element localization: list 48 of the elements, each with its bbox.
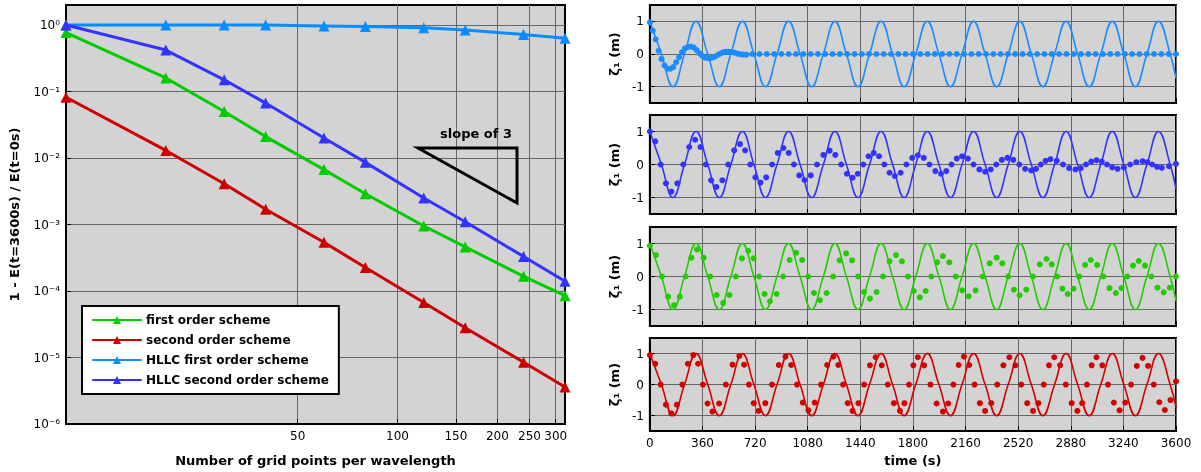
y-tick-label: 1 (636, 236, 644, 251)
x-tick-label: 720 (743, 436, 767, 451)
x-tick-label: 1440 (845, 436, 876, 451)
x-tick-label: 2160 (950, 436, 981, 451)
y-tick-label: 10⁻⁶ (33, 417, 61, 431)
y-tick-label: 10⁰ (39, 18, 61, 33)
x-tick-label: 50 (290, 429, 306, 443)
x-axis-title: Number of grid points per wavelength (175, 453, 456, 468)
x-tick-label: 2880 (1055, 436, 1087, 451)
x-tick-label: 200 (485, 429, 509, 443)
y-tick-label: 10⁻² (33, 151, 61, 166)
y-tick-label: -1 (631, 190, 644, 205)
x-tick-label: 0 (646, 436, 654, 451)
y-axis-title: 1 - E(t=3600s) / E(t=0s) (7, 127, 22, 302)
x-tick-label: 250 (518, 429, 541, 443)
legend-label: first order scheme (146, 313, 271, 327)
x-tick-label: 1800 (897, 436, 929, 451)
x-axis-title: time (s) (884, 453, 942, 468)
x-tick-label: 3240 (1108, 436, 1139, 451)
y-tick-label: 10⁻¹ (33, 84, 61, 99)
legend-label: HLLC second order scheme (146, 373, 329, 387)
annotation: slope of 3 (440, 125, 512, 141)
y-tick-label: 0 (636, 157, 644, 172)
y-tick-label: 0 (636, 47, 644, 61)
y-axis-title: ζ₁ (m) (607, 254, 622, 299)
y-tick-label: -1 (631, 302, 644, 317)
y-tick-label: 10⁻⁵ (33, 350, 61, 365)
y-tick-label: 1 (636, 14, 644, 29)
y-tick-label: 10⁻³ (33, 217, 61, 232)
y-tick-label: -1 (631, 408, 644, 423)
legend-label: HLLC first order scheme (146, 353, 309, 367)
y-tick-label: -1 (631, 79, 644, 94)
y-tick-label: 10⁻⁴ (33, 284, 61, 299)
x-tick-label: 3600 (1160, 436, 1192, 451)
x-tick-label: 1080 (792, 436, 823, 451)
x-tick-label: 300 (544, 429, 568, 443)
x-tick-label: 150 (444, 429, 468, 443)
x-tick-label: 2520 (1002, 436, 1034, 451)
x-tick-label: 360 (691, 436, 714, 451)
y-tick-label: 1 (636, 124, 644, 139)
y-tick-label: 1 (636, 346, 644, 361)
y-axis-title: ζ₁ (m) (607, 32, 622, 76)
y-axis-title: ζ₁ (m) (607, 362, 622, 407)
y-axis-title: ζ₁ (m) (607, 142, 622, 187)
legend-label: second order scheme (146, 333, 291, 347)
y-tick-label: 0 (636, 269, 644, 284)
y-tick-label: 0 (636, 377, 644, 392)
x-tick-label: 100 (386, 429, 409, 443)
